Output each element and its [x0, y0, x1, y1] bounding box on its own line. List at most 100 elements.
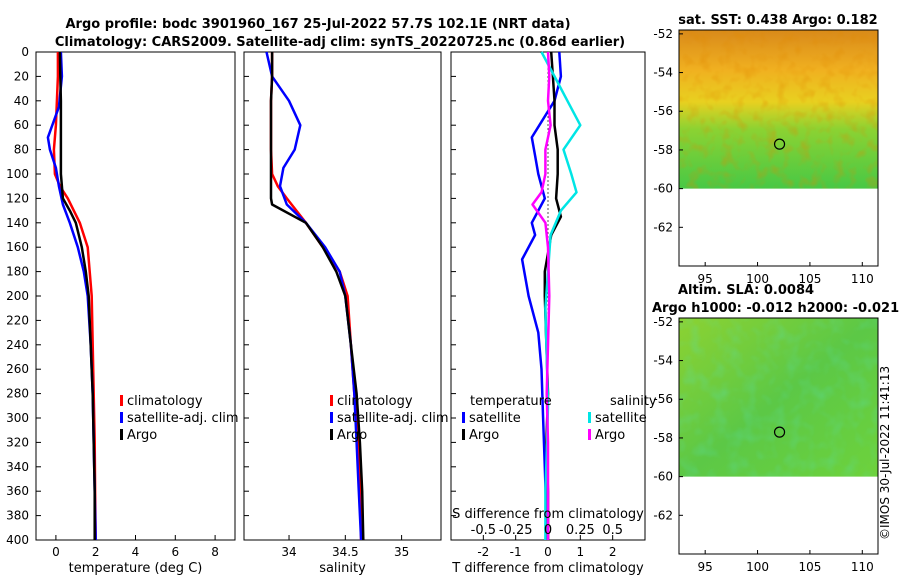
- difference-xtick-label: -2: [477, 545, 489, 559]
- temperature-ytick-label: 380: [6, 509, 29, 523]
- sst-map-xtick-label: 110: [851, 272, 874, 286]
- temperature-ytick-label: 100: [6, 167, 29, 181]
- temperature-ytick-label: 360: [6, 484, 29, 498]
- temperature-xtick-label: 8: [211, 545, 219, 559]
- sla-map-ytick-label: -62: [653, 508, 673, 522]
- temperature-ytick-label: 160: [6, 240, 29, 254]
- sla-map-panel: Altim. SLA: 0.0084 Argo h1000: -0.012 h2…: [652, 283, 899, 574]
- temperature-ytick-label: 200: [6, 289, 29, 303]
- salinity-xtick-label: 34.5: [332, 545, 359, 559]
- difference-salinity-legend-label-satellite: satellite: [595, 411, 647, 426]
- difference-stick-label: -0.5: [471, 523, 496, 538]
- salinity-line-argo: [269, 52, 365, 541]
- sla-map-ytick-label: -58: [653, 431, 673, 445]
- sla-map-xtick-label: 105: [798, 560, 821, 574]
- temperature-ytick-label: 320: [6, 435, 29, 449]
- salinity-legend-label-climatology: climatology: [337, 394, 413, 409]
- temperature-legend-label-climatology: climatology: [127, 394, 203, 409]
- temperature-legend-label-argo: Argo: [127, 428, 157, 443]
- sla-texture: [679, 318, 878, 479]
- temperature-ytick-label: 240: [6, 338, 29, 352]
- temperature-xtick-label: 2: [92, 545, 100, 559]
- sst-map-ytick-label: -54: [653, 66, 673, 80]
- difference-xtick-label: -1: [510, 545, 522, 559]
- difference-temperature-legend-label-argo: Argo: [469, 428, 499, 443]
- sla-axes: 95 100 105 110 -52 -54 -56 -58 -60 -62: [653, 315, 879, 574]
- figure-title-line1: Argo profile: bodc 3901960_167 25-Jul-20…: [65, 17, 570, 32]
- difference-line-s-argo: [531, 51, 552, 540]
- difference-legend-left-title: temperature: [470, 394, 552, 409]
- difference-xlabel-top: S difference from climatology: [452, 507, 644, 522]
- sst-map-ytick-label: -60: [653, 182, 673, 196]
- difference-salinity-legend-label-argo: Argo: [595, 428, 625, 443]
- temperature-xtick-label: 4: [132, 545, 140, 559]
- salinity-legend-swatch-argo: [330, 429, 333, 440]
- sst-map-no-data-area: [679, 188, 878, 266]
- temperature-xlabel: temperature (deg C): [69, 561, 203, 576]
- salinity-panel: 34 34.5 35 salinity climatology satellite-adj…: [243, 51, 449, 576]
- temperature-xtick-label: 0: [52, 545, 60, 559]
- sla-map-ytick-label: -52: [653, 315, 673, 329]
- sst-map-xtick-label: 105: [798, 272, 821, 286]
- difference-temperature-legend-swatch-satellite: [462, 412, 465, 423]
- sla-map-argo-marker: [773, 426, 786, 438]
- sst-map-frame: [678, 29, 879, 267]
- sla-map-no-data-area: [679, 476, 878, 554]
- temperature-xtick-label: 6: [171, 545, 179, 559]
- difference-salinity-legend-swatch-argo: [588, 429, 591, 440]
- sst-map-panel: sat. SST: 0.438 Argo: 0.182 95 100 105 110 -…: [653, 13, 879, 286]
- difference-line-s-satellite: [540, 51, 582, 540]
- sla-map-xtick-label: 100: [746, 560, 769, 574]
- temperature-ytick-label: 0: [21, 45, 29, 59]
- difference-stick-label: -0.25: [499, 523, 533, 538]
- salinity-legend-label-argo: Argo: [337, 428, 367, 443]
- temperature-legend-swatch-argo: [120, 429, 123, 440]
- temperature-line-argo: [58, 51, 96, 540]
- temperature-legend-swatch-satellite-adj-clim: [120, 412, 123, 423]
- temperature-frame: [35, 51, 236, 541]
- figure-title-line2: Climatology: CARS2009. Satellite-adj cli…: [55, 35, 625, 50]
- temperature-ytick-label: 60: [14, 118, 29, 132]
- sla-map-frame: [678, 317, 879, 555]
- temperature-ytick-label: 260: [6, 362, 29, 376]
- sst-map-xtick-label: 100: [746, 272, 769, 286]
- sla-map-ytick-label: -60: [653, 470, 673, 484]
- temperature-ytick-label: 20: [14, 69, 29, 83]
- salinity-legend-label-satellite-adj-clim: satellite-adj. clim: [337, 411, 449, 426]
- difference-xtick-label: 0: [544, 545, 552, 559]
- sla-map-ytick-label: -54: [653, 354, 673, 368]
- sst-map-title: sat. SST: 0.438 Argo: 0.182: [678, 13, 877, 28]
- sst-map-xtick-label: 95: [698, 272, 713, 286]
- sla-map-xtick-label: 95: [698, 560, 713, 574]
- difference-panel: -2 -1 0 1 2 T difference from climatology S di…: [450, 51, 657, 576]
- difference-stick-label: 0.25: [566, 523, 595, 538]
- temperature-ytick-label: 340: [6, 460, 29, 474]
- temperature-ytick-label: 120: [6, 191, 29, 205]
- salinity-legend-swatch-satellite-adj-clim: [330, 412, 333, 423]
- difference-xtick-label: 1: [577, 545, 585, 559]
- difference-xlabel: T difference from climatology: [451, 561, 644, 576]
- salinity-frame: [243, 51, 442, 541]
- temperature-ytick-label: 180: [6, 265, 29, 279]
- imos-credit: ©IMOS 30-Jul-2022 11:41:13: [878, 366, 892, 540]
- sst-axes: 95 100 105 110 -52 -54 -56 -58 -60 -62: [653, 27, 879, 286]
- difference-salinity-legend-swatch-satellite: [588, 412, 591, 423]
- difference-stick-label: 0.5: [602, 523, 623, 538]
- temperature-ytick-label: 40: [14, 94, 29, 108]
- salinity-xtick-label: 34: [281, 545, 296, 559]
- sla-map-title-line2: Argo h1000: -0.012 h2000: -0.021: [652, 301, 899, 316]
- salinity-legend-swatch-climatology: [330, 395, 333, 406]
- difference-stick-label: 0: [544, 523, 552, 538]
- temperature-ytick-label: 300: [6, 411, 29, 425]
- salinity-xtick-label: 35: [394, 545, 409, 559]
- sla-map-xtick-label: 110: [851, 560, 874, 574]
- temperature-ytick-label: 80: [14, 143, 29, 157]
- temperature-legend-label-satellite-adj-clim: satellite-adj. clim: [127, 411, 239, 426]
- sst-map-ytick-label: -56: [653, 104, 673, 118]
- temperature-panel: 0 2 4 6 802040608010012014016018020022024026…: [6, 45, 239, 576]
- sla-map-ytick-label: -56: [653, 392, 673, 406]
- sst-map-ytick-label: -52: [653, 27, 673, 41]
- difference-xtick-label: 2: [609, 545, 617, 559]
- temperature-ytick-label: 140: [6, 216, 29, 230]
